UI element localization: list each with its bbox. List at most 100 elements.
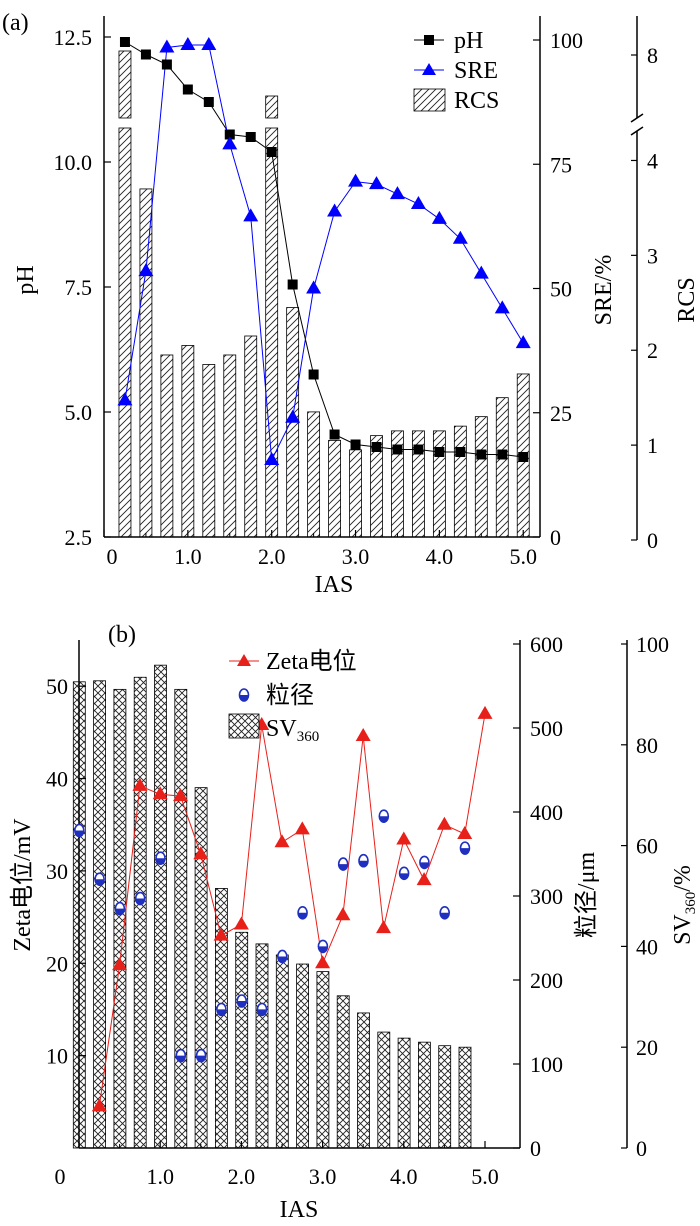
sv-bar xyxy=(255,943,269,1149)
y-right1-tick-label: 50 xyxy=(550,277,572,302)
y-left-tick-label: 7.5 xyxy=(65,275,93,300)
zeta-point xyxy=(132,777,148,791)
sv-title-main: SV xyxy=(670,914,696,945)
panel-a-markers xyxy=(117,36,531,465)
rcs-bar xyxy=(139,188,153,538)
size-point xyxy=(175,1048,187,1063)
ph-point xyxy=(392,444,403,455)
zeta-point xyxy=(416,872,432,886)
y-right2-tick-label: 60 xyxy=(636,834,658,859)
sre-point xyxy=(306,280,322,294)
zeta-point xyxy=(376,920,391,934)
sre-point xyxy=(452,230,468,244)
rcs-bar xyxy=(181,345,195,538)
panel-b-x-axis-title: IAS xyxy=(280,1197,319,1223)
legend-size-marker xyxy=(238,688,250,702)
y-right1-tick-label: 500 xyxy=(530,716,563,741)
sv-bar xyxy=(377,1031,391,1149)
y-left-tick-label: 10 xyxy=(46,1044,68,1069)
size-point xyxy=(358,853,369,868)
legend-sv-label: SV360 xyxy=(266,716,319,745)
y-right1-tick-label: 0 xyxy=(530,1136,541,1161)
size-point xyxy=(419,855,430,870)
sv-bar xyxy=(154,664,167,1149)
sv-bar xyxy=(235,931,249,1149)
sv-bar xyxy=(417,1041,431,1149)
y-right1-tick-label: 300 xyxy=(530,884,563,909)
y-right2-tick-label: 80 xyxy=(636,733,658,758)
x-tick-label: 3.0 xyxy=(309,1164,337,1189)
size-point xyxy=(155,851,166,866)
rcs-bar xyxy=(474,416,488,538)
rcs-bar xyxy=(432,430,446,538)
ph-point xyxy=(476,449,487,460)
sv-bar xyxy=(438,1045,452,1149)
sre-point xyxy=(222,136,238,150)
y-left-tick-label: 2.5 xyxy=(65,525,93,550)
sv-bar xyxy=(357,1012,370,1149)
y-right1-tick-label: 100 xyxy=(530,1052,563,1077)
zeta-point xyxy=(274,834,290,848)
sv-bar xyxy=(336,995,350,1149)
y-right2-tick-label: 8 xyxy=(647,43,658,68)
y-left-tick-label: 12.5 xyxy=(54,25,93,50)
axis-break-mark xyxy=(630,113,644,123)
size-point xyxy=(236,994,247,1008)
y-right1-tick-label: 100 xyxy=(550,28,583,53)
sre-point xyxy=(494,300,510,314)
ph-point xyxy=(245,132,256,142)
ph-point xyxy=(518,452,529,462)
sre-point xyxy=(159,39,175,53)
panel-a-label: (a) xyxy=(2,10,29,36)
zeta-point xyxy=(477,705,493,719)
zeta-point xyxy=(396,831,412,845)
zeta-point xyxy=(173,788,188,802)
ph-point xyxy=(434,447,445,457)
y-right1-tick-label: 400 xyxy=(530,800,563,825)
x-tick-label: 3.0 xyxy=(342,544,370,569)
size-point xyxy=(216,1002,227,1017)
y-left-tick-label: 30 xyxy=(46,859,68,884)
y-right2-tick-label: 3 xyxy=(647,243,658,268)
size-point xyxy=(195,1048,207,1063)
y-right1-tick-label: 600 xyxy=(530,632,563,657)
ph-point xyxy=(329,429,340,440)
zeta-point xyxy=(436,816,452,830)
sre-point xyxy=(327,203,343,217)
ph-point xyxy=(182,84,193,95)
sre-point xyxy=(117,392,133,406)
size-point xyxy=(134,891,146,906)
y-right1-tick-label: 0 xyxy=(550,525,561,550)
x-tick-label: 2.0 xyxy=(258,544,286,569)
zeta-point xyxy=(355,728,371,742)
sre-point xyxy=(515,335,531,349)
ph-point xyxy=(266,147,277,157)
legend-rcs-swatch xyxy=(413,88,446,112)
sre-point xyxy=(180,36,196,50)
legend-ph-label: pH xyxy=(454,28,483,54)
x-tick-label: 1.0 xyxy=(174,544,202,569)
x-tick-label: 4.0 xyxy=(426,544,454,569)
zeta-point xyxy=(213,927,229,941)
panel-b-legend: Zeta电位 粒径 SV360 xyxy=(228,648,357,745)
axis-break-mark xyxy=(630,126,644,136)
panel-a-y-right1-axis-title: SRE/% xyxy=(591,255,617,326)
legend-size-label: 粒径 xyxy=(266,682,314,709)
sv-bar xyxy=(296,963,310,1149)
panel-b-label: (b) xyxy=(108,622,136,648)
rcs-bar xyxy=(265,127,279,538)
rcs-bar xyxy=(202,364,216,538)
sre-point xyxy=(138,263,154,277)
y-right2-tick-label: 20 xyxy=(636,1035,658,1060)
panel-b-y-right1-axis-title: 粒径/μm xyxy=(573,852,600,939)
legend-zeta-marker xyxy=(237,654,251,666)
sre-point xyxy=(431,210,447,224)
sre-point xyxy=(264,451,280,465)
rcs-bar-upper xyxy=(265,95,279,119)
y-left-tick-label: 10.0 xyxy=(54,150,93,175)
rcs-bar xyxy=(244,335,258,538)
y-right1-tick-label: 25 xyxy=(550,401,572,426)
size-point xyxy=(276,949,288,964)
y-left-tick-label: 40 xyxy=(46,767,68,792)
